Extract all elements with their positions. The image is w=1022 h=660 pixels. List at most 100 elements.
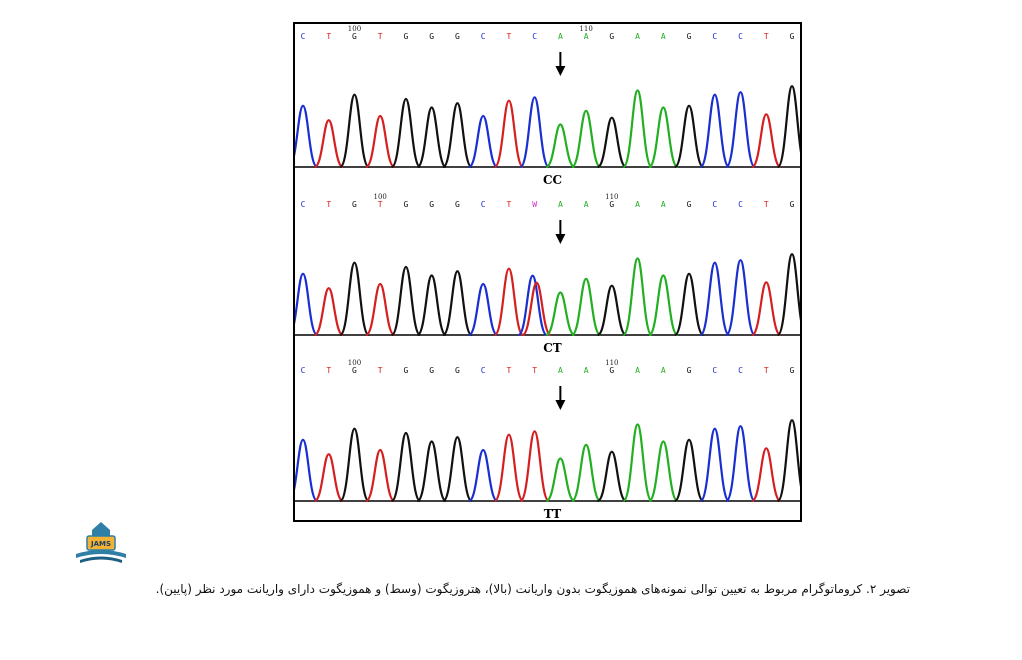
base-call-letter: G: [609, 366, 614, 375]
trace-peak: [699, 427, 731, 503]
base-call-letter: C: [712, 366, 717, 375]
position-marker: 100: [348, 359, 361, 367]
base-call-letter: G: [429, 366, 434, 375]
base-call-letter: G: [404, 366, 409, 375]
chromatogram-panel-middle: C T G T G G G C T W A A G A A G C C T G 100 110 CT: [295, 192, 800, 357]
trace-peak: [570, 443, 602, 503]
base-call-letter: A: [558, 200, 563, 209]
trace-peak: [339, 93, 370, 169]
base-call-letter: T: [326, 32, 331, 41]
trace-peak: [467, 114, 499, 169]
base-call-letter: C: [738, 366, 743, 375]
base-call-letter: C: [481, 32, 486, 41]
trace-peak: [467, 448, 499, 503]
trace-peak: [519, 96, 550, 169]
base-call-letter: T: [764, 200, 769, 209]
trace-peak: [295, 438, 319, 503]
trace-peak: [493, 267, 525, 337]
trace-peak: [313, 453, 344, 503]
trace-peak: [622, 423, 653, 503]
figure-caption: تصویر ۲. کروماتوگرام مربوط به تعیین توال…: [155, 582, 910, 596]
base-call-letter: T: [506, 32, 511, 41]
base-call-letter: G: [687, 200, 692, 209]
trace-peak: [442, 102, 473, 169]
trace-peak: [725, 425, 756, 503]
trace-peak: [295, 104, 319, 169]
trace-peak: [622, 257, 653, 337]
base-call-letter: A: [661, 200, 666, 209]
trace-peak: [442, 270, 473, 337]
trace-peak: [673, 272, 705, 337]
base-call-letter: G: [352, 366, 357, 375]
base-call-letter: T: [506, 200, 511, 209]
trace-peak: [596, 116, 628, 169]
base-call-letter: G: [429, 32, 434, 41]
trace-peak: [517, 274, 548, 337]
position-marker: 100: [374, 193, 387, 201]
base-call-letter: A: [584, 200, 589, 209]
trace-peak: [416, 106, 447, 169]
trace-peak: [390, 97, 422, 169]
base-call-letter: T: [506, 366, 511, 375]
trace-peak: [467, 282, 499, 337]
base-call-letter: A: [584, 366, 589, 375]
base-call-letter: G: [790, 200, 795, 209]
base-call-letter: G: [687, 32, 692, 41]
trace-peak: [648, 274, 679, 337]
base-call-letter: C: [738, 32, 743, 41]
base-call-letter: C: [712, 32, 717, 41]
base-call-letter: C: [301, 32, 306, 41]
base-call-letter: G: [352, 32, 357, 41]
base-call-letter: T: [326, 366, 331, 375]
position-marker: 110: [605, 359, 618, 367]
base-call-letter: C: [532, 32, 537, 41]
trace-peak: [313, 287, 344, 337]
base-call-letter: G: [352, 200, 357, 209]
trace-peak: [390, 265, 422, 337]
base-call-letter: G: [609, 200, 614, 209]
base-call-letter: T: [326, 200, 331, 209]
base-call-letter: G: [609, 32, 614, 41]
base-call-letter: C: [481, 200, 486, 209]
trace-peak: [364, 282, 396, 337]
trace-peak: [493, 99, 525, 169]
trace-peak: [725, 259, 756, 337]
base-call-letter: C: [481, 366, 486, 375]
base-call-letter: G: [790, 366, 795, 375]
trace-peak: [570, 277, 602, 337]
base-call-letter: G: [687, 366, 692, 375]
base-call-letter: T: [378, 32, 383, 41]
trace-peak: [570, 109, 602, 169]
trace-peak: [339, 427, 370, 503]
trace-peak: [521, 281, 552, 337]
trace-peak: [364, 448, 396, 503]
trace-peak: [519, 430, 550, 503]
base-call-letter: A: [635, 200, 640, 209]
variant-arrow-head: [555, 234, 566, 244]
base-call-letter: C: [738, 200, 743, 209]
trace-peak: [339, 261, 370, 337]
base-call-letter: A: [558, 366, 563, 375]
base-call-letter: T: [378, 200, 383, 209]
trace-peak: [699, 93, 731, 169]
base-call-letter: G: [404, 200, 409, 209]
base-call-letter: T: [764, 366, 769, 375]
base-call-letter: T: [764, 32, 769, 41]
logo-roof-icon: [92, 522, 110, 536]
trace-peak: [776, 253, 800, 337]
base-call-letter: A: [635, 32, 640, 41]
trace-peak: [545, 123, 576, 169]
base-call-letter: C: [712, 200, 717, 209]
trace-peak: [596, 284, 628, 337]
base-call-letter: A: [661, 366, 666, 375]
trace-peak: [776, 85, 800, 169]
base-call-letter: A: [635, 366, 640, 375]
base-call-letter: C: [301, 366, 306, 375]
trace-peak: [725, 91, 756, 169]
trace-peak: [596, 450, 628, 503]
base-call-letter: A: [558, 32, 563, 41]
logo-text: JAMS: [90, 540, 111, 548]
